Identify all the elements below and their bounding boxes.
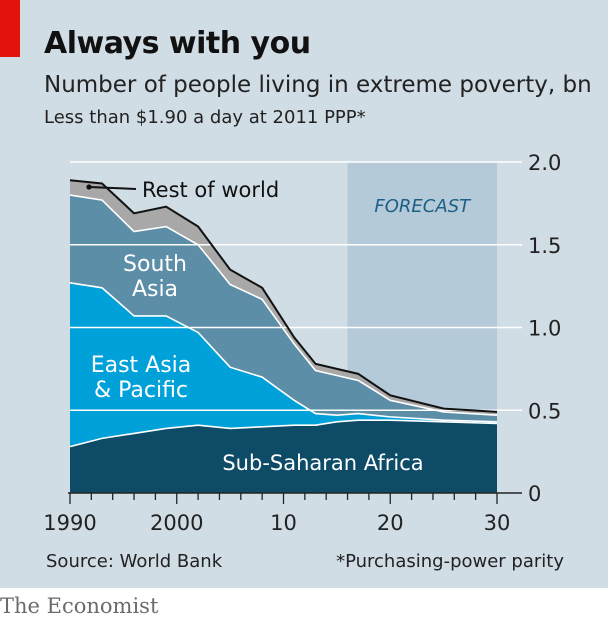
brand-red-tag (0, 0, 20, 57)
area-east-asia-pacific (70, 282, 497, 447)
area-sub-saharan-africa (70, 420, 497, 493)
x-tick-label-1990: 1990 (43, 511, 96, 535)
rest-of-world-pointer (88, 186, 137, 190)
y-tick-label-0: 0 (528, 482, 541, 506)
chart-subtitle: Number of people living in extreme pover… (44, 72, 592, 98)
x-tick-label-2030: 30 (484, 511, 511, 535)
separator-eap-south-asia (69, 282, 498, 423)
y-tick-label-3: 1.5 (528, 234, 561, 258)
label-south-asia-line2: Asia (132, 277, 178, 302)
total-outline (69, 179, 498, 413)
y-tick-label-4: 2.0 (528, 151, 561, 175)
label-east-asia-line2: & Pacific (94, 378, 188, 403)
area-rest-of-world (70, 180, 497, 416)
area-south-asia (70, 195, 497, 422)
label-east-asia-line1: East Asia (91, 353, 192, 378)
economist-logo: The Economist (0, 594, 159, 618)
x-tick-label-2010: 10 (270, 511, 297, 535)
chart-note: Less than $1.90 a day at 2011 PPP* (44, 107, 366, 128)
label-sub-saharan-africa: Sub-Saharan Africa (222, 451, 423, 475)
source-note: Source: World Bank (46, 551, 223, 572)
forecast-label: FORECAST (374, 196, 472, 217)
y-tick-label-2: 1.0 (528, 317, 561, 341)
x-tick-label-2000: 2000 (150, 511, 203, 535)
x-tick-label-2020: 20 (377, 511, 404, 535)
y-tick-label-1: 0.5 (528, 399, 561, 423)
rest-of-world-pointer-dot (86, 184, 92, 190)
label-south-asia-line1: South (123, 252, 187, 277)
chart-title: Always with you (44, 26, 311, 61)
footnote: *Purchasing-power parity (336, 551, 564, 572)
chart-area: 1990 2000 10 20 30 0 0.5 1.0 1.5 2.0 FORECAST Sub-S… (43, 151, 561, 535)
separator-south-asia-row (69, 194, 498, 417)
label-rest-of-world: Rest of world (142, 178, 279, 202)
separator-ssa-eap (69, 419, 498, 448)
